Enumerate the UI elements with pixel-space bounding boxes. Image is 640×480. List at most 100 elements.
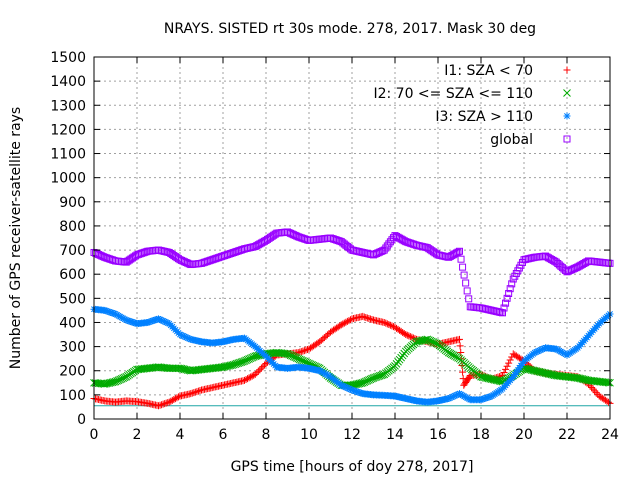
data-point: [506, 285, 514, 293]
data-point: [164, 399, 172, 407]
data-point: [251, 370, 259, 378]
data-point: [300, 347, 308, 355]
data-point: [222, 362, 230, 371]
data-point: [180, 365, 189, 374]
y-tick-label: 1500: [50, 50, 86, 66]
x-tick-label: 12: [343, 427, 361, 443]
data-point: [490, 376, 499, 384]
data-point: [161, 400, 169, 408]
data-point: [592, 389, 600, 397]
data-point: [380, 318, 388, 326]
data-point: [588, 383, 596, 391]
data-point: [156, 401, 164, 409]
data-point: [178, 331, 186, 339]
data-point: [368, 316, 376, 324]
data-point: [107, 378, 115, 387]
data-point: [158, 401, 166, 409]
data-point: [382, 319, 390, 327]
data-point: [446, 394, 454, 402]
data-point: [337, 381, 345, 389]
legend-marker: [563, 66, 571, 74]
data-point: [242, 376, 250, 384]
data-point: [505, 290, 513, 298]
data-point: [173, 394, 181, 402]
data-point: [540, 344, 548, 352]
data-point: [538, 368, 547, 377]
data-point: [363, 314, 371, 322]
data-point: [459, 368, 467, 376]
data-point: [400, 329, 408, 337]
data-point: [360, 313, 368, 321]
data-point: [460, 271, 468, 279]
data-point: [105, 308, 113, 316]
data-point: [179, 365, 187, 373]
data-point: [546, 370, 554, 379]
data-point: [193, 388, 201, 396]
x-tick-label: 22: [558, 427, 576, 443]
data-point: [535, 367, 544, 376]
chart-title: NRAYS. SISTED rt 30s mode. 278, 2017. Ma…: [164, 21, 536, 37]
data-point: [459, 263, 467, 271]
data-point: [256, 366, 264, 374]
y-tick-label: 1100: [50, 147, 86, 163]
x-tick-label: 2: [133, 427, 142, 443]
data-point: [417, 336, 425, 345]
data-point: [194, 387, 202, 395]
data-point: [456, 247, 463, 255]
data-point: [421, 335, 430, 344]
data-point: [532, 367, 541, 375]
data-point: [449, 392, 457, 400]
data-point: [247, 373, 255, 381]
data-point: [388, 322, 396, 330]
data-point: [280, 349, 289, 358]
data-point: [348, 386, 356, 394]
data-point: [531, 349, 539, 357]
data-point: [576, 374, 585, 383]
data-point: [523, 365, 531, 373]
data-point: [339, 382, 347, 390]
data-point: [402, 331, 410, 339]
y-tick-label: 1400: [50, 74, 86, 90]
data-point: [465, 295, 473, 303]
data-point: [543, 369, 551, 378]
y-tick-label: 0: [77, 412, 86, 428]
data-point: [389, 323, 397, 331]
data-point: [477, 372, 485, 381]
x-tick-label: 6: [219, 427, 228, 443]
data-point: [191, 388, 199, 396]
data-point: [155, 402, 162, 410]
data-point: [494, 376, 502, 385]
data-point: [502, 299, 510, 307]
data-point: [188, 389, 196, 397]
data-point: [386, 321, 394, 329]
data-point: [302, 346, 310, 354]
data-point: [532, 348, 540, 356]
data-point: [148, 317, 156, 325]
data-point: [486, 374, 495, 383]
data-point: [604, 378, 613, 387]
data-point: [479, 395, 487, 403]
data-point: [343, 384, 351, 392]
y-tick-label: 600: [59, 267, 86, 283]
data-point: [540, 368, 548, 377]
data-point: [159, 317, 167, 325]
data-point: [102, 379, 111, 388]
data-point: [535, 347, 543, 355]
y-tick-label: 1200: [50, 122, 86, 138]
x-tick-label: 10: [300, 427, 318, 443]
data-point: [351, 387, 359, 395]
data-point: [365, 315, 373, 323]
y-tick-label: 900: [59, 195, 86, 211]
data-point: [168, 396, 176, 404]
data-point: [184, 334, 192, 342]
data-point: [353, 388, 361, 396]
data-point: [537, 346, 545, 354]
data-point: [244, 375, 252, 383]
data-point: [124, 317, 132, 325]
data-point: [445, 394, 453, 402]
data-point: [176, 331, 184, 339]
data-point: [147, 317, 155, 325]
data-point: [486, 393, 494, 401]
data-point: [156, 316, 164, 324]
series-1: [90, 335, 614, 390]
